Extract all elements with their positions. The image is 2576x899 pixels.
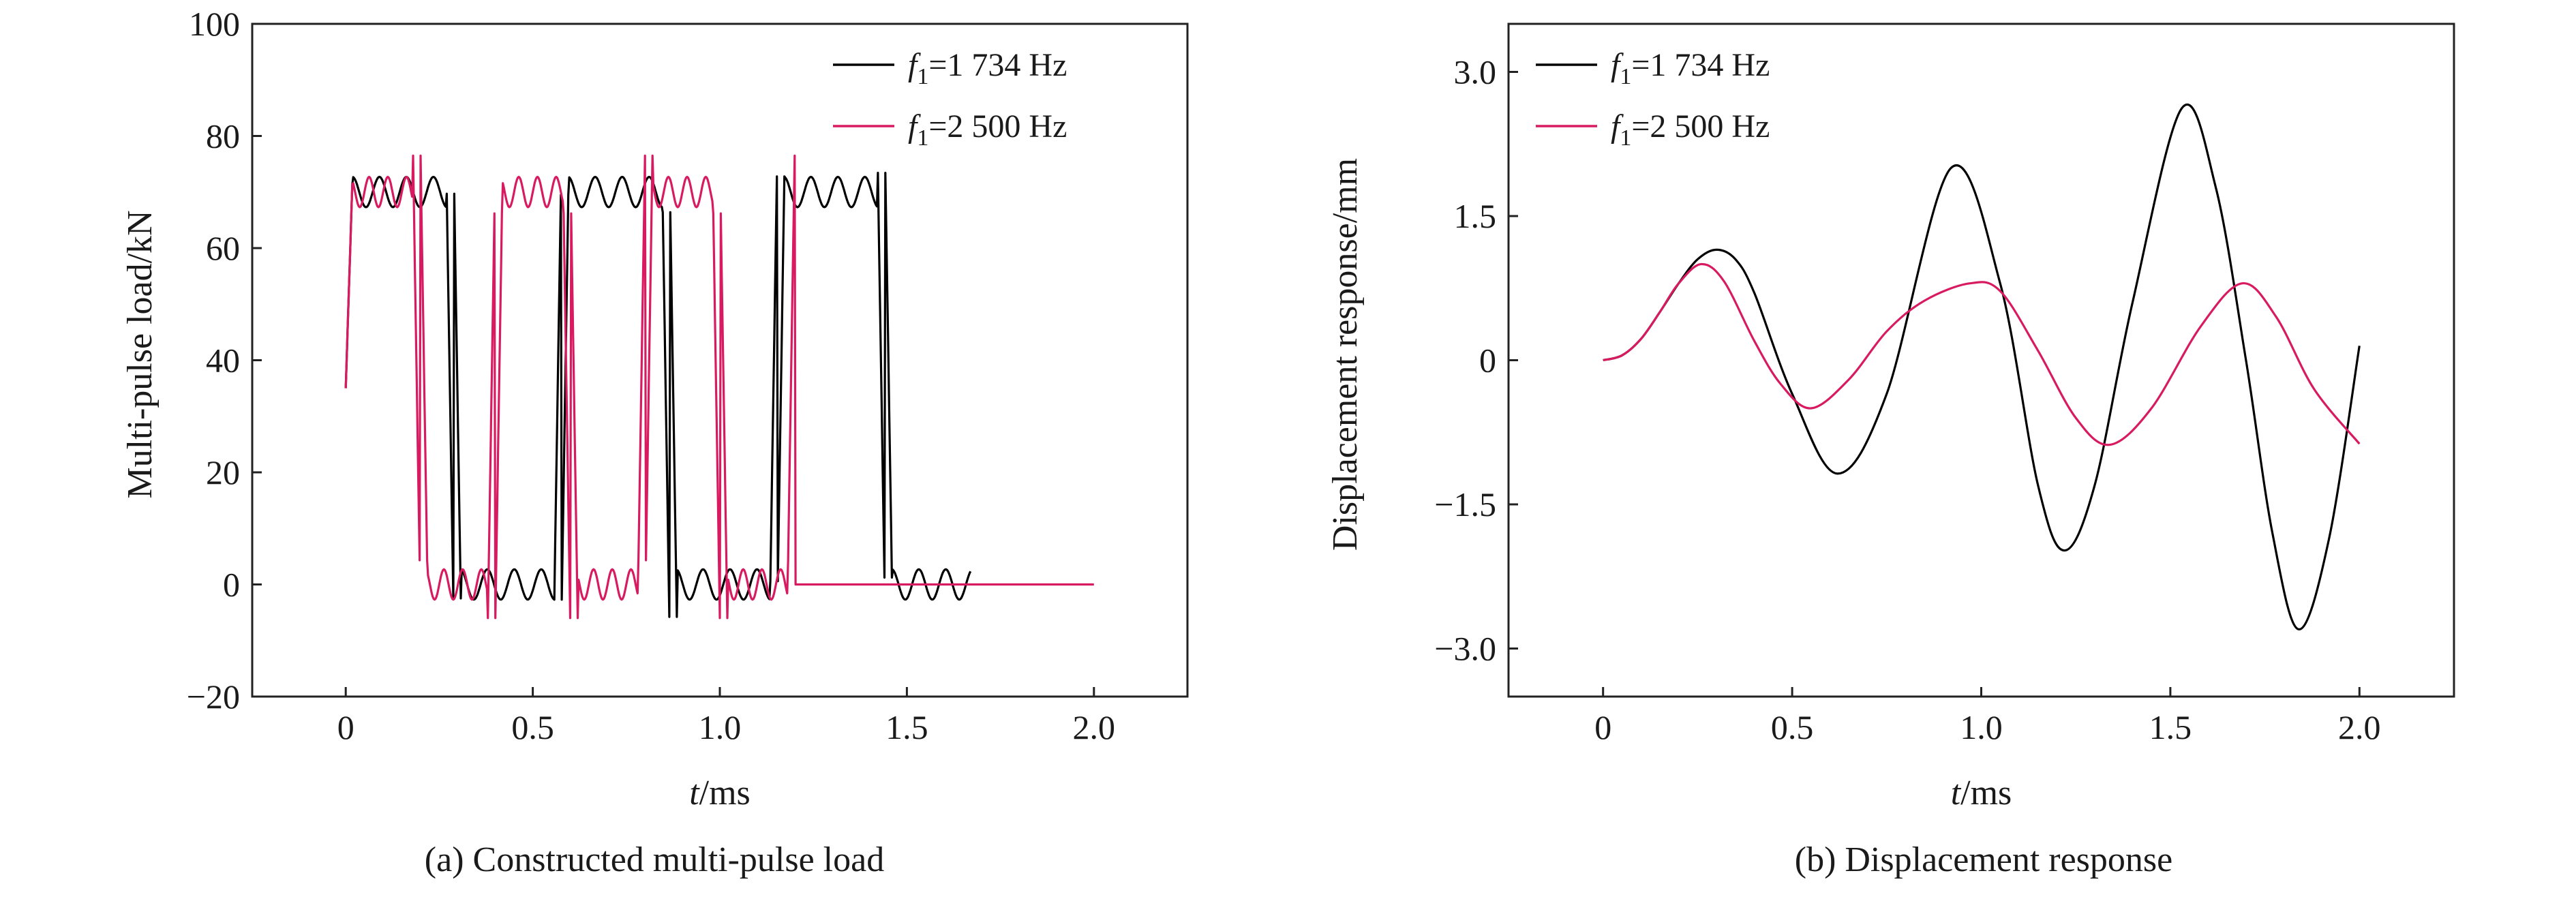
x-tick-label: 0 [1594, 708, 1611, 746]
x-tick-label: 0.5 [1771, 708, 1814, 746]
legend-label-text: =1 734 Hz [928, 47, 1067, 83]
legend-label-text: =1 734 Hz [1631, 47, 1770, 83]
y-tick-label: −20 [187, 677, 240, 716]
x-axis-label-var: t [1951, 774, 1962, 812]
legend-label-sub: 1 [1620, 125, 1631, 151]
panel-caption: (a) Constructed multi-pulse load [425, 840, 884, 879]
panel-a: 0 0.5 1.0 1.5 2.0 −20 0 20 40 60 80 100 Multi-pulse … [121, 5, 1189, 879]
x-tick-label: 0 [337, 708, 354, 746]
legend-label-sub: 1 [917, 64, 928, 89]
x-tick-label: 2.0 [1073, 708, 1116, 746]
x-tick-label: 2.0 [2338, 708, 2381, 746]
y-tick-label: 1.5 [1454, 197, 1497, 235]
y-tick-label: 3.0 [1454, 53, 1497, 91]
y-axis-label: Displacement response/mm [1326, 158, 1365, 551]
x-axis-label: t/ms [1951, 774, 2012, 812]
legend-label-sub: 1 [1620, 64, 1631, 89]
y-tick-label: −1.5 [1434, 485, 1496, 523]
x-axis-label-var: t [689, 774, 700, 812]
series-line-2 [344, 154, 1094, 620]
legend-label: f1=1 734 Hz [1611, 47, 1770, 89]
x-tick-label: 1.5 [885, 708, 928, 746]
x-tick-label: 0.5 [511, 708, 554, 746]
legend-label-text: =2 500 Hz [1631, 108, 1770, 144]
x-axis-label: t/ms [689, 774, 751, 812]
x-tick-label: 1.0 [1960, 708, 2003, 746]
x-axis-label-unit: /ms [699, 774, 751, 812]
x-tick-label: 1.5 [2149, 708, 2192, 746]
y-tick-label: 40 [206, 341, 240, 380]
x-tick-label: 1.0 [699, 708, 742, 746]
series-line-2 [1603, 262, 2361, 446]
y-tick-label: −3.0 [1434, 630, 1496, 668]
y-tick-label: 0 [1479, 341, 1496, 380]
y-axis-label: Multi-pulse load/kN [121, 210, 160, 498]
series-line-1 [344, 172, 972, 618]
y-tick-label: 60 [206, 229, 240, 267]
y-tick-label: 20 [206, 453, 240, 491]
panel-b: 0 0.5 1.0 1.5 2.0 −3.0 −1.5 0 1.5 3.0 Displacement… [1326, 22, 2455, 879]
legend-label-sub: 1 [917, 125, 928, 151]
series-line-1 [1603, 103, 2361, 630]
panel-caption: (b) Displacement response [1795, 840, 2172, 879]
y-tick-label: 0 [223, 566, 240, 604]
legend-label: f1=2 500 Hz [908, 108, 1067, 151]
legend-label-text: =2 500 Hz [928, 108, 1067, 144]
y-tick-label: 80 [206, 117, 240, 155]
legend-label: f1=2 500 Hz [1611, 108, 1770, 151]
x-axis-label-unit: /ms [1960, 774, 2012, 812]
legend-label: f1=1 734 Hz [908, 47, 1067, 89]
y-tick-label: 100 [189, 5, 240, 43]
